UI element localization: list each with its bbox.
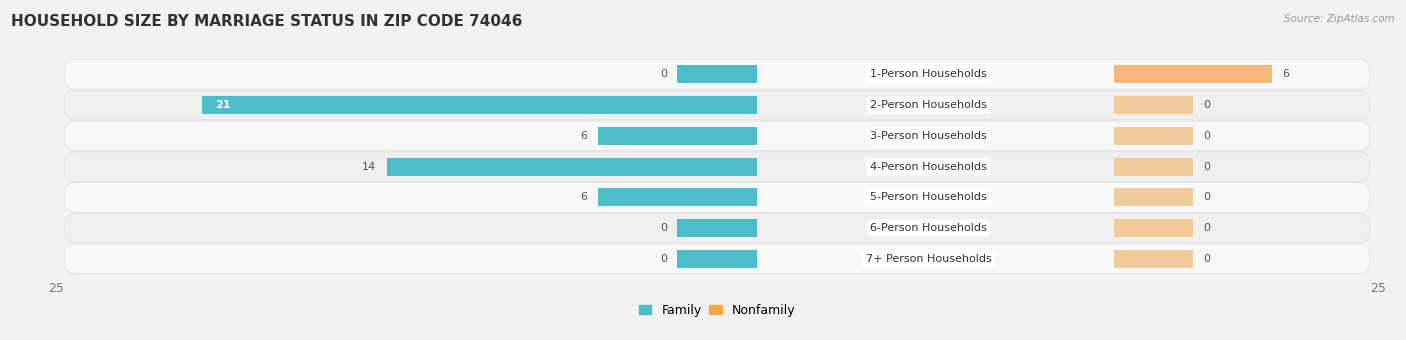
Bar [387,158,756,175]
Bar [678,66,756,83]
Text: 5-Person Households: 5-Person Households [870,192,987,202]
Text: 7+ Person Households: 7+ Person Households [866,254,991,264]
Text: 0: 0 [1204,131,1211,141]
Bar [598,188,756,206]
Bar [1114,158,1192,175]
FancyBboxPatch shape [65,152,1369,181]
Text: 0: 0 [659,254,666,264]
Text: HOUSEHOLD SIZE BY MARRIAGE STATUS IN ZIP CODE 74046: HOUSEHOLD SIZE BY MARRIAGE STATUS IN ZIP… [11,14,523,29]
FancyBboxPatch shape [65,121,1369,151]
Text: 0: 0 [1204,223,1211,233]
Text: 0: 0 [1204,254,1211,264]
Text: 4-Person Households: 4-Person Households [870,162,987,172]
FancyBboxPatch shape [65,183,1369,212]
Bar [201,96,756,114]
Legend: Family, Nonfamily: Family, Nonfamily [634,299,800,322]
Bar [678,219,756,237]
Text: 6: 6 [581,192,588,202]
Bar [678,250,756,268]
Text: 6-Person Households: 6-Person Households [870,223,987,233]
Bar [1114,66,1272,83]
Text: 14: 14 [361,162,375,172]
Bar [1114,127,1192,145]
Text: 0: 0 [659,223,666,233]
Text: 6: 6 [581,131,588,141]
Bar [598,127,756,145]
Text: 0: 0 [1204,100,1211,110]
Text: 1-Person Households: 1-Person Households [870,69,987,79]
Text: Source: ZipAtlas.com: Source: ZipAtlas.com [1284,14,1395,23]
Bar [1114,250,1192,268]
Text: 21: 21 [215,100,231,110]
Bar [1114,219,1192,237]
Text: 0: 0 [1204,192,1211,202]
FancyBboxPatch shape [65,244,1369,274]
Text: 6: 6 [1282,69,1289,79]
FancyBboxPatch shape [65,90,1369,120]
Bar [1114,188,1192,206]
FancyBboxPatch shape [65,59,1369,89]
Bar [1114,96,1192,114]
Text: 2-Person Households: 2-Person Households [870,100,987,110]
Text: 3-Person Households: 3-Person Households [870,131,987,141]
Text: 0: 0 [659,69,666,79]
Text: 0: 0 [1204,162,1211,172]
FancyBboxPatch shape [65,213,1369,243]
